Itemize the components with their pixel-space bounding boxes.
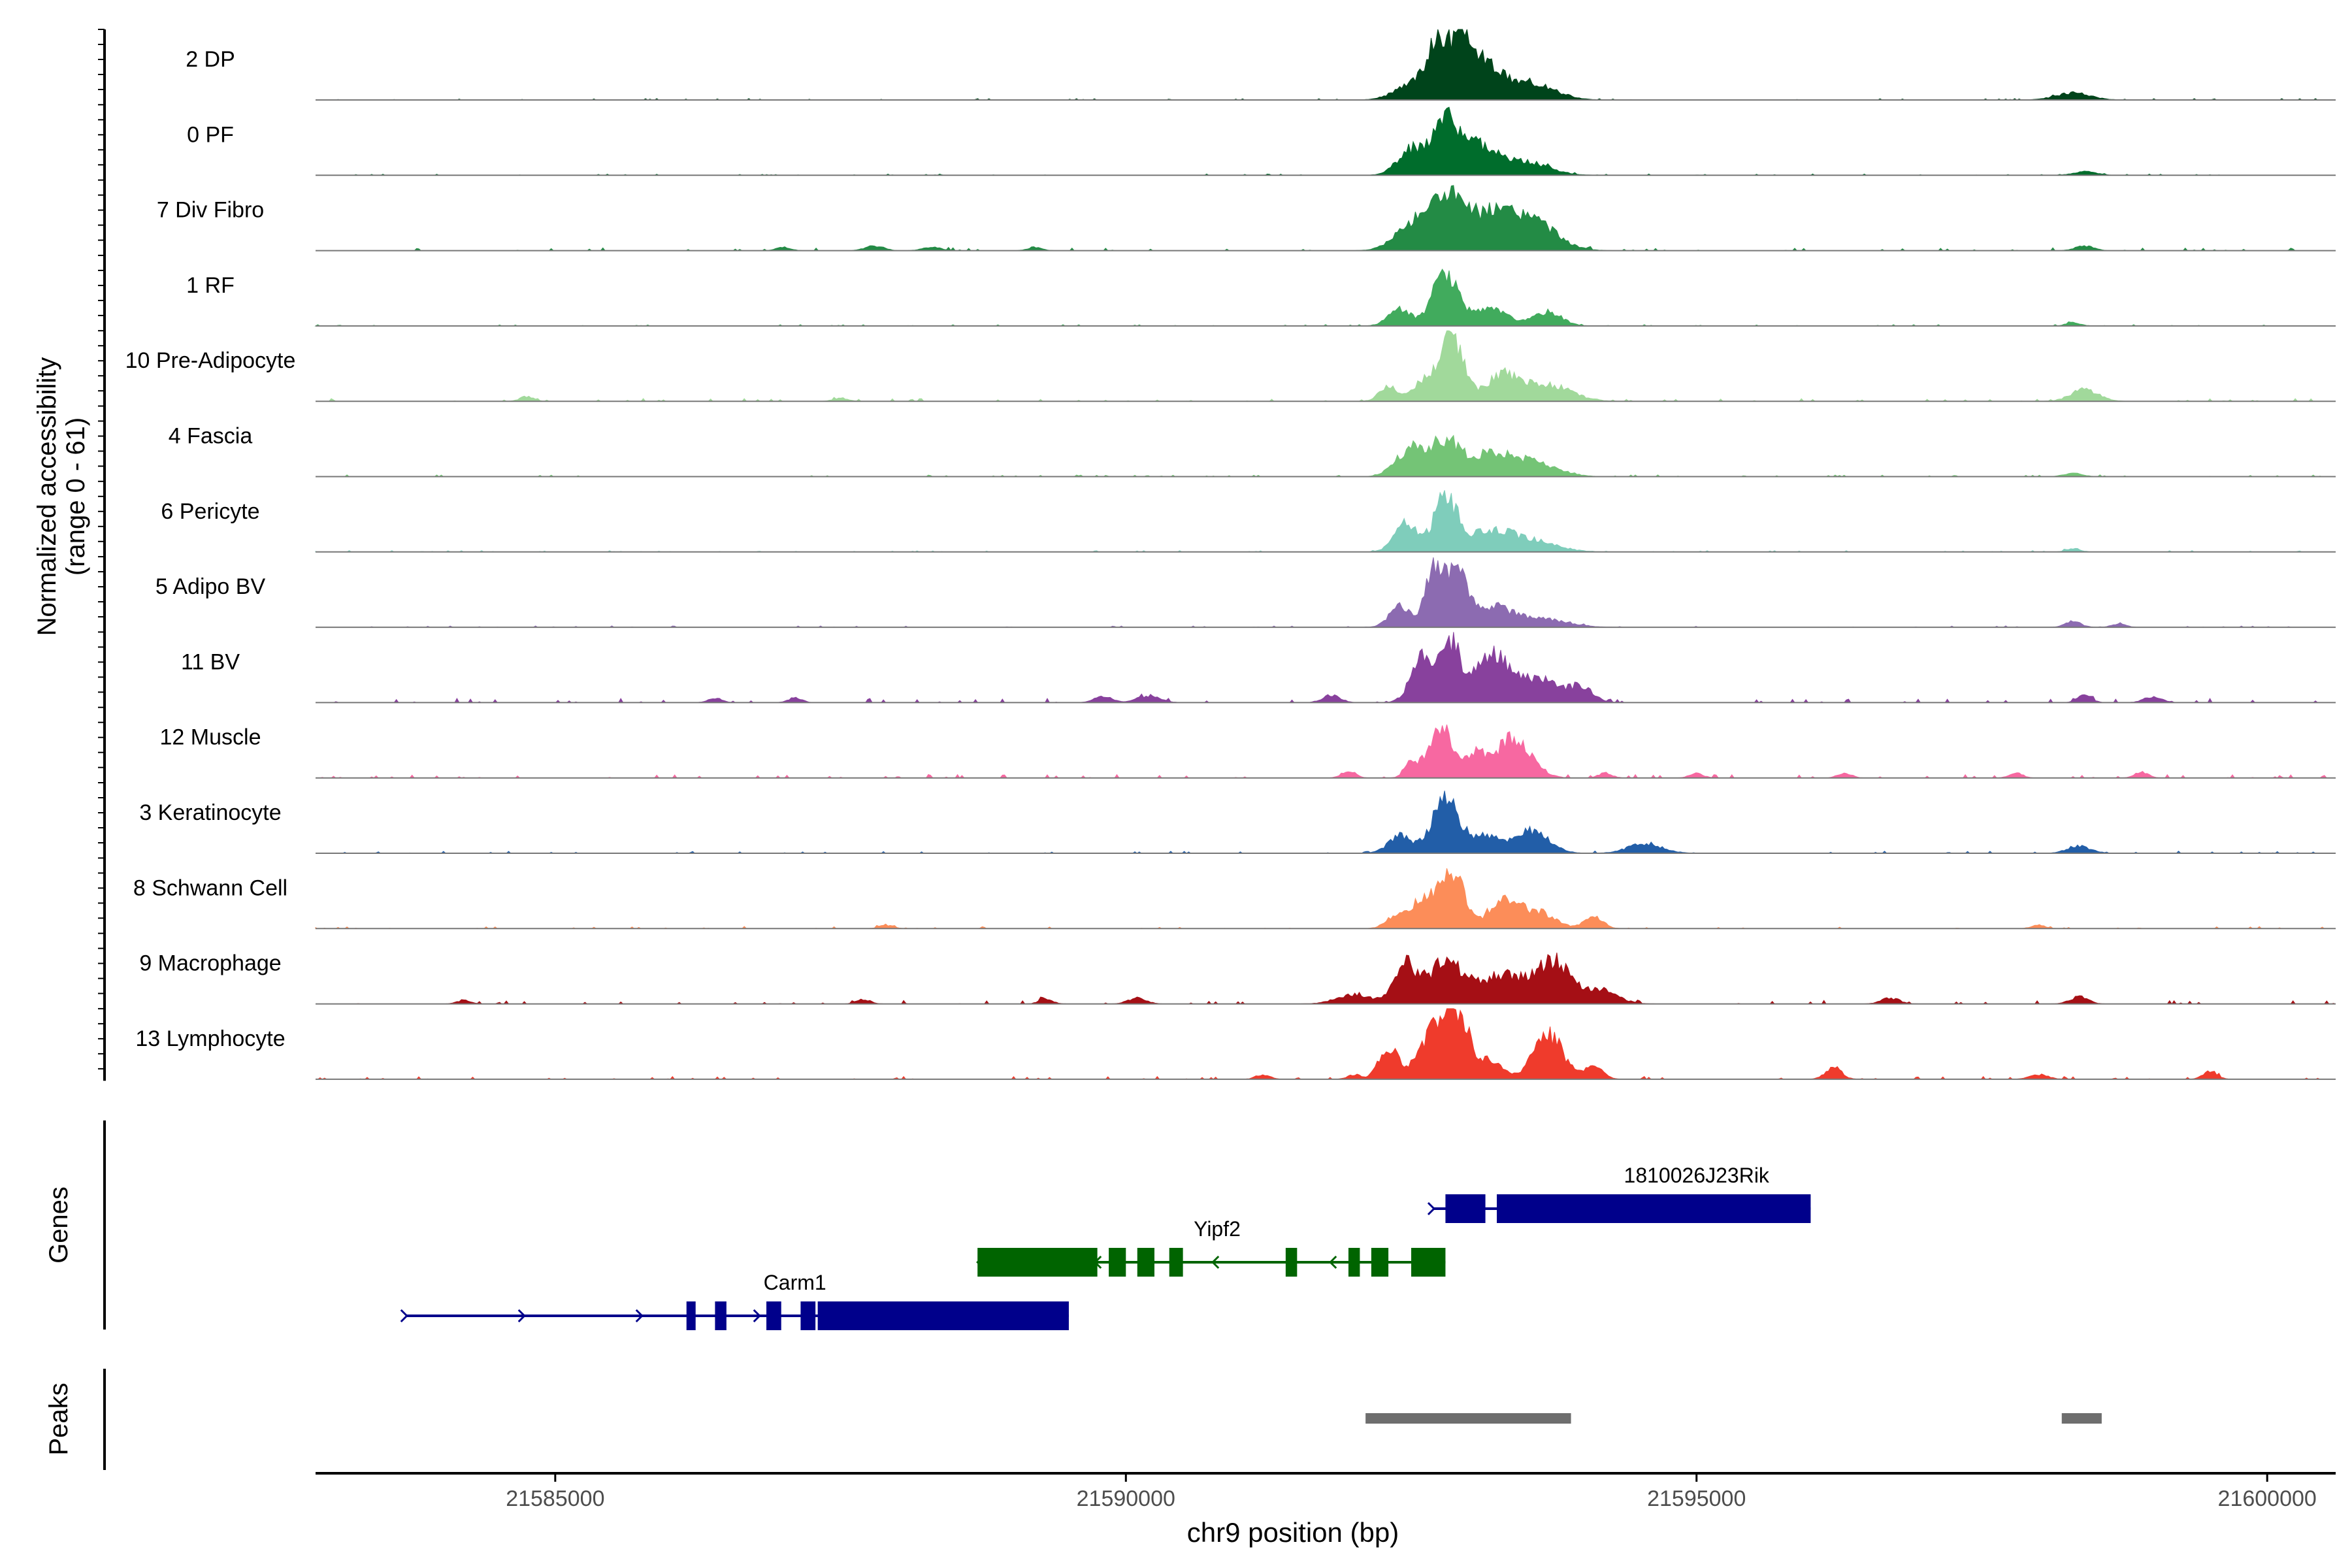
gene-exon [800,1301,816,1330]
coverage-area [316,724,2336,779]
track-label: 13 Lymphocyte [135,1026,285,1051]
track-label: 7 Div Fibro [157,198,264,223]
track-9: 12 Muscle [160,724,2336,779]
coverage-area [315,868,2336,929]
gene-label: Yipf2 [1194,1217,1241,1241]
coverage-area [316,106,2336,176]
track-label: 1 RF [186,273,235,298]
gene-exon [1445,1194,1486,1223]
track-5: 4 Fascia [169,424,2336,478]
track-label: 4 Fascia [169,424,253,449]
track-2: 7 Div Fibro [157,185,2336,252]
track-label: 9 Macrophage [139,951,281,976]
x-axis-title: chr9 position (bp) [1187,1517,1399,1548]
coverage-area [316,29,2336,101]
coverage-area [315,490,2336,553]
coverage-area [316,1008,2336,1080]
coverage-tracks: 2 DP 0 PF 7 Div Fibro 1 RF 10 Pre-Adipocyte 4… [125,29,2336,1080]
y-axis-label: Normalized accessibility(range 0 - 61) [33,357,90,636]
peaks-panel-title: Peaks [44,1382,73,1455]
gene-exon [817,1301,1069,1330]
genes-panel-title: Genes [44,1186,73,1264]
left-axis [98,29,106,1081]
strand-arrow [1211,1255,1220,1269]
coverage-area [316,185,2336,252]
x-tick-label: 21590000 [1077,1486,1175,1511]
track-6: 6 Pericyte [161,490,2336,553]
x-axis: 21585000 21590000 21595000 21600000 chr9 pos… [316,1472,2336,1548]
gene-exon [977,1248,1098,1277]
coverage-area [315,330,2336,402]
track-11: 8 Schwann Cell [133,868,2336,930]
genes-panel: Genes 1810026J23Rik Yipf2 Carm1 [44,1120,1811,1330]
gene-label: 1810026J23Rik [1624,1164,1770,1187]
track-10: 3 Keratinocyte [139,791,2336,854]
gene-Carm1: Carm1 [400,1271,1069,1330]
strand-arrow [1427,1201,1436,1216]
gene-exon [1371,1248,1389,1277]
gene-exon [1285,1248,1298,1277]
track-4: 10 Pre-Adipocyte [125,330,2336,402]
track-3: 1 RF [186,269,2336,327]
coverage-area [316,434,2336,478]
gene-1810026J23Rik: 1810026J23Rik [1427,1164,1811,1223]
track-label: 8 Schwann Cell [133,875,287,900]
coverage-area [314,269,2336,327]
peaks-panel: Peaks [44,1369,2102,1470]
coverage-area [316,791,2336,854]
strand-arrow [1329,1255,1337,1269]
track-label: 5 Adipo BV [155,574,266,599]
gene-exon [1137,1248,1154,1277]
gene-exon [766,1301,781,1330]
track-8: 11 BV [181,632,2336,704]
gene-exon [715,1301,727,1330]
track-label: 6 Pericyte [161,499,259,524]
gene-exon [1109,1248,1126,1277]
track-13: 13 Lymphocyte [135,1008,2336,1080]
peak-region [2061,1413,2102,1424]
track-0: 2 DP [186,29,2336,101]
track-label: 12 Muscle [160,725,261,750]
strand-arrow [400,1309,408,1323]
track-label: 11 BV [181,649,240,674]
track-1: 0 PF [187,106,2336,176]
gene-exon [686,1301,696,1330]
track-label: 2 DP [186,47,235,72]
track-12: 9 Macrophage [139,951,2336,1005]
gene-exon [1169,1248,1183,1277]
x-tick-label: 21585000 [506,1486,604,1511]
peak-region [1365,1413,1571,1424]
strand-arrow [753,1309,761,1323]
gene-label: Carm1 [764,1271,826,1294]
x-tick-label: 21600000 [2218,1486,2317,1511]
x-tick-label: 21595000 [1647,1486,1746,1511]
coverage-area [316,557,2336,628]
track-label: 0 PF [187,122,234,147]
track-label: 10 Pre-Adipocyte [125,348,296,373]
gene-exon [1348,1248,1360,1277]
coverage-area [316,953,2336,1005]
strand-arrow [635,1309,644,1323]
gene-Yipf2: Yipf2 [976,1217,1446,1277]
coverage-area [316,632,2336,704]
gene-exon [1411,1248,1446,1277]
gene-exon [1497,1194,1811,1223]
strand-arrow [517,1309,526,1323]
track-7: 5 Adipo BV [155,557,2336,629]
y-axis-title: Normalized accessibility(range 0 - 61) [33,357,90,636]
track-label: 3 Keratinocyte [139,800,281,825]
